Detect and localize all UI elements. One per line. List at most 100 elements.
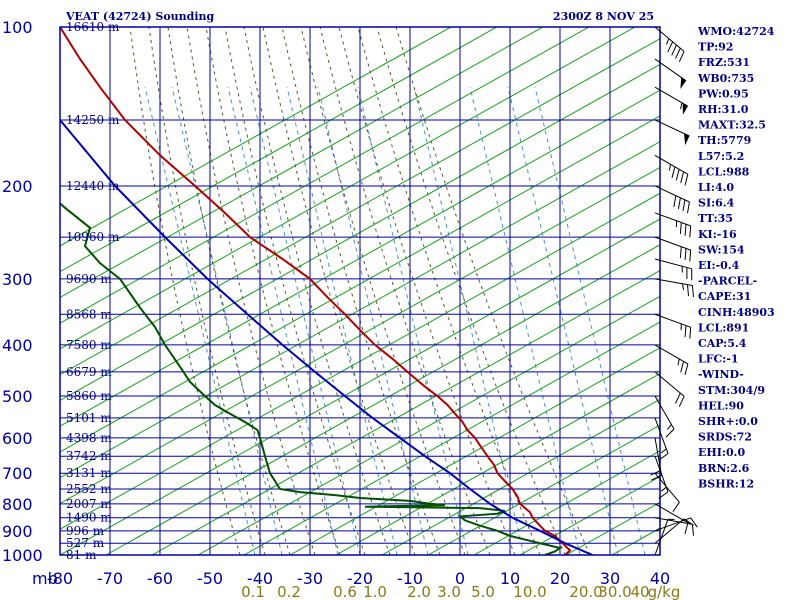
barb-full <box>679 246 682 259</box>
dry-adiabat <box>60 38 660 376</box>
temperature-tick: -60 <box>147 569 173 588</box>
wind-barb <box>654 185 690 214</box>
barb-staff <box>654 417 669 454</box>
index-entry: WB0:735 <box>697 72 754 85</box>
barb-full <box>690 517 698 528</box>
grid-lines <box>60 27 660 555</box>
index-entry: WMO:42724 <box>697 25 775 38</box>
height-label: 16610 m <box>66 20 120 34</box>
height-label: 14250 m <box>66 113 120 127</box>
barb-pennant <box>682 103 688 115</box>
height-label: 1490 m <box>66 511 112 525</box>
barb-staff <box>654 185 690 203</box>
dry-adiabat <box>60 27 452 247</box>
height-label: 4398 m <box>66 431 112 445</box>
barb-staff <box>654 472 680 503</box>
index-entry: CINH:48903 <box>698 306 775 319</box>
temperature-tick: -40 <box>247 569 273 588</box>
pressure-axis: 100 200 300 400 500 600 700 800 900 1000 mb <box>2 18 58 588</box>
barb-full <box>677 197 681 210</box>
wind-barb <box>654 518 694 544</box>
temperature-tick: -10 <box>397 569 423 588</box>
wind-barb <box>654 119 690 146</box>
barb-full <box>691 285 694 297</box>
moist-adiabat <box>129 27 241 555</box>
barb-half <box>666 38 670 45</box>
mixing-ratio-label: 0.2 <box>277 583 301 600</box>
barb-half <box>668 164 672 171</box>
barb-full <box>680 361 685 373</box>
index-entry: HEL:90 <box>698 399 744 412</box>
height-label: 2552 m <box>66 482 112 496</box>
wind-barb <box>654 86 689 115</box>
temperature-tick: 20 <box>550 569 570 588</box>
index-entry: SHR+:0.0 <box>698 415 758 428</box>
barb-full <box>651 474 662 481</box>
barb-full <box>671 166 676 179</box>
moist-adiabat <box>300 27 466 555</box>
dry-adiabat <box>60 27 590 324</box>
pressure-tick: 100 <box>2 18 33 37</box>
pressure-tick: 1000 <box>2 546 43 565</box>
indices-panel: WMO:42724 TP:92 FRZ:531 WB0:735 PW:0.95 RH:31… <box>697 25 775 490</box>
barb-pennant <box>684 133 690 146</box>
barb-staff <box>654 258 692 270</box>
dry-adiabat <box>197 295 660 555</box>
barb-full <box>683 518 694 526</box>
index-entry: SI:6.4 <box>698 197 735 210</box>
dry-adiabat <box>60 115 660 453</box>
dry-adiabats <box>60 27 660 555</box>
dry-adiabat <box>60 141 660 479</box>
barb-full <box>671 44 677 56</box>
wind-barb <box>650 437 663 481</box>
mixing-ratio-label: 10.0 <box>513 583 546 600</box>
barb-staff <box>654 437 663 476</box>
barb-full <box>687 284 689 297</box>
moist-adiabat <box>243 27 391 555</box>
moist-adiabat <box>395 27 591 555</box>
mixing-ratio-label: 30.0 <box>598 583 631 600</box>
barb-staff <box>654 344 689 365</box>
dry-adiabat <box>335 372 660 555</box>
pressure-tick: 400 <box>2 336 33 355</box>
moist-adiabat <box>319 27 491 555</box>
mixing-ratio-label: 0.6 <box>333 583 357 600</box>
wind-barb <box>654 278 694 297</box>
height-labels: 16610 m 14250 m 12440 m 10960 m 9690 m 8568 m… <box>66 20 120 562</box>
height-label: 996 m <box>66 524 105 538</box>
pressure-tick: 600 <box>2 429 33 448</box>
index-entry: STM:304/9 <box>698 384 765 397</box>
dry-adiabat <box>381 398 660 555</box>
index-entry: BSHR:12 <box>698 477 754 490</box>
barb-staff <box>654 518 685 544</box>
mixing-ratio-line <box>469 86 581 555</box>
barb-full <box>665 428 675 438</box>
index-entry: EHI:0.0 <box>698 446 745 459</box>
wind-barbs <box>650 26 698 556</box>
mixing-ratio-label: 1.0 <box>363 583 387 600</box>
index-entry: CAPE:31 <box>698 290 751 303</box>
barb-full <box>675 169 680 181</box>
mixing-ratio-line <box>357 86 469 555</box>
temperature-tick: 0 <box>455 569 465 588</box>
barb-staff <box>654 212 691 227</box>
index-entry: BRN:2.6 <box>698 462 750 475</box>
mixing-ratio-line <box>317 86 429 555</box>
mixing-ratio-label: 0.1 <box>241 583 265 600</box>
chart-datetime: 2300Z 8 NOV 25 <box>553 10 654 23</box>
barb-full <box>658 491 669 499</box>
wind-barb <box>654 58 687 89</box>
barb-full <box>658 453 669 461</box>
index-entry: FRZ:531 <box>698 56 750 69</box>
height-label: 527 m <box>66 536 105 550</box>
index-entry: TT:35 <box>698 212 733 225</box>
dry-adiabat <box>60 192 660 530</box>
temperature-tick: 40 <box>650 569 670 588</box>
moist-adiabat <box>224 27 366 555</box>
mixing-ratio-label: 40 <box>630 583 649 600</box>
wind-barb <box>654 236 692 262</box>
barb-full <box>684 248 687 260</box>
wind-barb <box>654 417 669 461</box>
barb-full <box>667 41 674 53</box>
moist-adiabat <box>205 27 341 555</box>
